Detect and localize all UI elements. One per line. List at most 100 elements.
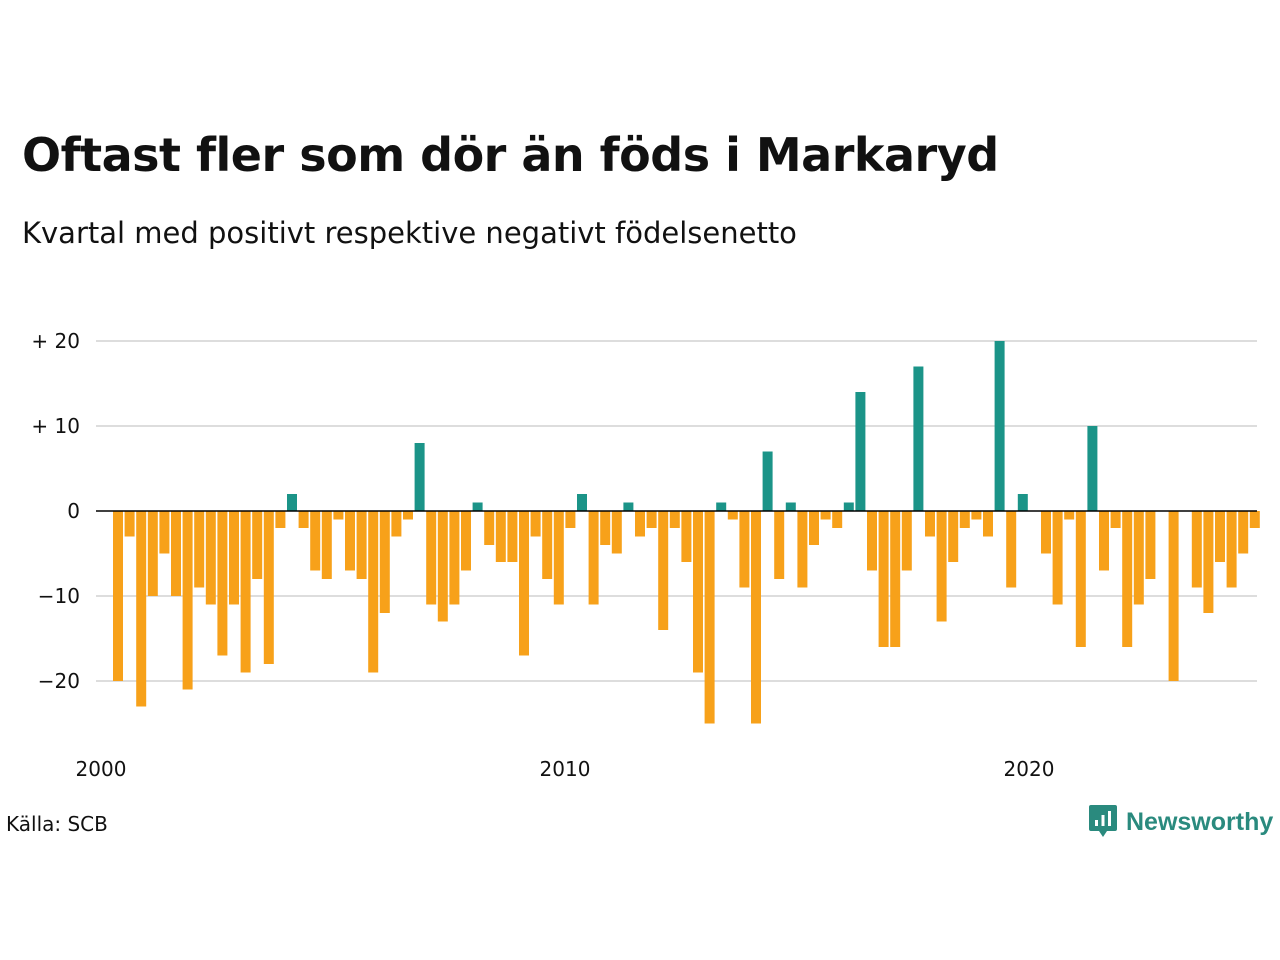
bar <box>704 511 715 724</box>
bar-chart: + 20 + 10 0 −10 −20 2000 2010 2020 <box>31 329 1260 781</box>
bar <box>310 511 321 571</box>
chart-title: Oftast fler som dör än föds i Markaryd <box>22 128 999 182</box>
bar <box>843 502 854 511</box>
bar <box>983 511 993 537</box>
bar <box>1238 511 1249 554</box>
bar <box>1064 511 1075 520</box>
source-note: Källa: SCB <box>6 812 108 836</box>
bar <box>878 511 889 647</box>
bar <box>391 511 402 537</box>
bar <box>565 511 576 528</box>
bar <box>519 511 529 656</box>
bar <box>263 511 274 664</box>
bar <box>1215 511 1225 562</box>
bar <box>403 511 413 520</box>
bar <box>252 511 263 579</box>
bar <box>611 511 622 554</box>
bar <box>182 511 193 690</box>
bar <box>1017 494 1028 511</box>
grid-lines <box>96 340 1257 682</box>
bar <box>1133 511 1144 605</box>
bar <box>356 511 367 579</box>
bar <box>1075 511 1086 647</box>
bar <box>1249 511 1260 528</box>
bar <box>1052 511 1063 605</box>
bar <box>855 392 866 511</box>
bar <box>1099 511 1109 571</box>
y-tick-label: + 10 <box>31 414 80 438</box>
bar <box>785 502 796 511</box>
bar <box>635 511 645 537</box>
bar <box>901 511 912 571</box>
bar <box>588 511 599 605</box>
bar <box>1168 511 1179 681</box>
bar <box>321 511 332 579</box>
bar <box>379 511 390 613</box>
bar <box>194 511 205 588</box>
bar <box>484 511 495 545</box>
bar <box>495 511 506 562</box>
axes: + 20 + 10 0 −10 −20 2000 2010 2020 <box>31 329 1257 781</box>
bar <box>1087 426 1098 511</box>
bar <box>240 511 251 673</box>
x-tick-label: 2020 <box>1004 757 1055 781</box>
bar <box>437 511 448 622</box>
bar <box>716 502 727 511</box>
bar <box>809 511 819 545</box>
bar <box>124 511 135 537</box>
bar <box>925 511 935 537</box>
bar <box>553 511 564 605</box>
bar <box>507 511 518 562</box>
bar <box>1041 511 1051 554</box>
newsworthy-logo-icon <box>1089 805 1117 837</box>
bar <box>890 511 901 647</box>
bar <box>472 502 483 511</box>
bar <box>820 511 831 520</box>
y-tick-label: 0 <box>67 499 80 523</box>
bar <box>205 511 216 605</box>
brand-name: Newsworthy <box>1126 807 1274 836</box>
bar <box>600 511 611 545</box>
bar <box>147 511 158 596</box>
bar <box>414 443 425 511</box>
bar <box>913 366 924 511</box>
bar <box>751 511 761 724</box>
bar <box>298 511 309 528</box>
bar <box>171 511 181 596</box>
bar <box>623 502 634 511</box>
bar <box>1191 511 1202 588</box>
bar <box>774 511 785 579</box>
bar <box>669 511 680 528</box>
bar <box>681 511 692 562</box>
bar <box>426 511 437 605</box>
newsworthy-brand[interactable]: Newsworthy <box>1088 804 1273 840</box>
bar <box>159 511 170 554</box>
x-tick-label: 2000 <box>76 757 127 781</box>
bar <box>368 511 379 673</box>
bar <box>1110 511 1121 528</box>
bar <box>959 511 970 528</box>
bar <box>345 511 355 571</box>
bar <box>136 511 147 707</box>
bar <box>333 511 344 520</box>
bar <box>658 511 669 630</box>
bar <box>1203 511 1214 613</box>
bar <box>287 494 297 511</box>
bars <box>113 341 1260 724</box>
bar <box>461 511 471 571</box>
y-tick-label: + 20 <box>31 329 80 353</box>
bar <box>530 511 541 537</box>
bar <box>762 451 773 511</box>
bar <box>1122 511 1133 647</box>
bar <box>739 511 750 588</box>
y-tick-label: −20 <box>38 669 80 693</box>
bar <box>646 511 657 528</box>
bar <box>275 511 286 528</box>
bar <box>693 511 703 673</box>
bar <box>1145 511 1156 579</box>
bar <box>542 511 553 579</box>
chart-subtitle: Kvartal med positivt respektive negativt… <box>22 216 797 250</box>
bar <box>867 511 877 571</box>
bar <box>217 511 228 656</box>
bar <box>229 511 239 605</box>
